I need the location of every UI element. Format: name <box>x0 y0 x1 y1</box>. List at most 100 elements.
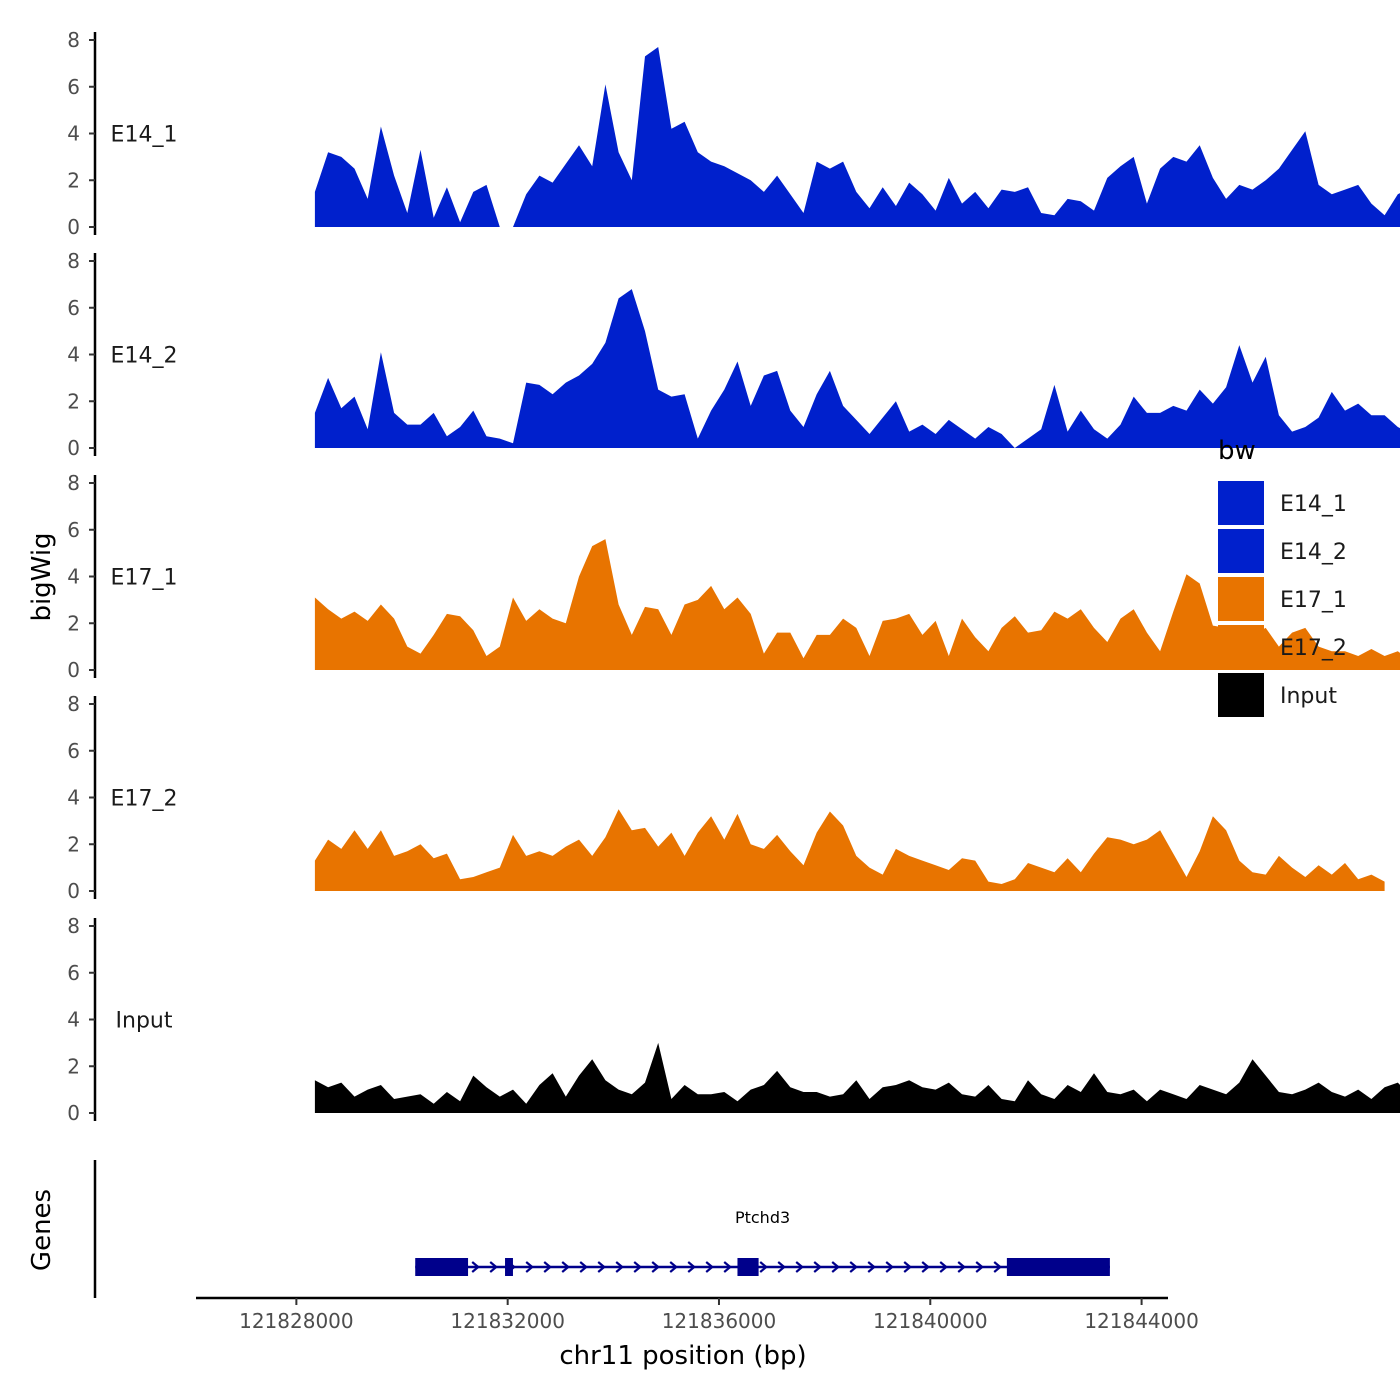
gene-name-label: Ptchd3 <box>735 1208 790 1227</box>
track-e14-2: 0 2 4 6 8 E14_2 <box>67 249 1400 460</box>
exon-block <box>1006 1258 1110 1276</box>
strand-arrow <box>651 1261 660 1273</box>
track-label: E17_2 <box>111 787 178 812</box>
strand-arrow <box>705 1261 714 1273</box>
coverage-area <box>314 1042 1400 1113</box>
legend-swatch <box>1218 625 1264 669</box>
y-tick-label: 6 <box>67 739 80 763</box>
strand-arrow <box>633 1261 642 1273</box>
y-tick-label: 8 <box>67 471 80 495</box>
strand-arrow <box>867 1261 876 1273</box>
y-tick-label: 8 <box>67 28 80 52</box>
strand-arrow <box>921 1261 930 1273</box>
legend-swatch <box>1218 481 1264 525</box>
legend-item-input: Input <box>1218 673 1337 717</box>
strand-arrow <box>597 1261 606 1273</box>
strand-arrow <box>885 1261 894 1273</box>
y-tick-label: 6 <box>67 518 80 542</box>
gene-ptchd3: Ptchd3 <box>415 1208 1110 1276</box>
x-axis-title: chr11 position (bp) <box>559 1341 806 1371</box>
track-e17-2: 0 2 4 6 8 E17_2 <box>67 692 1385 903</box>
strand-arrow <box>975 1261 984 1273</box>
legend-label: Input <box>1280 684 1337 709</box>
exon-block <box>505 1258 513 1276</box>
track-label: Input <box>116 1009 173 1034</box>
y-tick-label: 0 <box>67 879 80 903</box>
strand-arrow <box>615 1261 624 1273</box>
x-tick-label: 121832000 <box>450 1309 565 1333</box>
legend-swatch <box>1218 673 1264 717</box>
y-tick-label: 8 <box>67 914 80 938</box>
strand-arrow <box>687 1261 696 1273</box>
legend-title: bw <box>1218 436 1256 466</box>
y-tick-label: 2 <box>67 389 80 413</box>
y-tick-label: 2 <box>67 832 80 856</box>
track-label: E14_2 <box>111 344 178 369</box>
legend-label: E17_1 <box>1280 588 1347 613</box>
y-tick-label: 0 <box>67 658 80 682</box>
track-input: 0 2 4 6 8 Input <box>67 914 1400 1125</box>
y-tick-label: 4 <box>67 565 80 589</box>
coverage-area <box>314 289 1400 448</box>
legend-item-e14-1: E14_1 <box>1218 481 1347 525</box>
strand-arrow <box>543 1261 552 1273</box>
y-tick-label: 6 <box>67 961 80 985</box>
y-tick-label: 0 <box>67 436 80 460</box>
legend-swatch <box>1218 577 1264 621</box>
strand-arrow <box>939 1261 948 1273</box>
y-tick-label: 8 <box>67 692 80 716</box>
y-tick-label: 6 <box>67 75 80 99</box>
y-tick-label: 0 <box>67 215 80 239</box>
strand-arrow <box>561 1261 570 1273</box>
strand-arrow <box>669 1261 678 1273</box>
y-tick-label: 6 <box>67 296 80 320</box>
y-tick-label: 0 <box>67 1101 80 1125</box>
y-tick-label: 2 <box>67 168 80 192</box>
strand-arrow <box>471 1261 480 1273</box>
legend-swatch <box>1218 529 1264 573</box>
legend: bw E14_1 E14_2 E17_1 E17_2 Input <box>1218 436 1347 717</box>
x-axis: 121828000 121832000 121836000 121840000 1218… <box>196 1296 1199 1333</box>
strand-arrow <box>525 1261 534 1273</box>
legend-item-e17-1: E17_1 <box>1218 577 1347 621</box>
track-label: E17_1 <box>111 566 178 591</box>
strand-arrow <box>795 1261 804 1273</box>
x-tick-label: 121828000 <box>239 1309 354 1333</box>
legend-item-e17-2: E17_2 <box>1218 625 1347 669</box>
y-tick-label: 4 <box>67 1008 80 1032</box>
track-e14-1: 0 2 4 6 8 E14_1 <box>67 28 1400 239</box>
exon-block <box>415 1258 469 1276</box>
bigwig-tracks: 0 2 4 6 8 E14_1 0 2 4 6 8 E14_2 0 2 4 6 8 E17_1 0 2 4 6 8 E17_2… <box>67 28 1400 1125</box>
y-tick-label: 4 <box>67 786 80 810</box>
x-tick-label: 121844000 <box>1084 1309 1199 1333</box>
coverage-area <box>314 47 1400 227</box>
legend-label: E17_2 <box>1280 636 1347 661</box>
coverage-area <box>314 809 1385 891</box>
legend-label: E14_1 <box>1280 492 1347 517</box>
strand-arrow <box>777 1261 786 1273</box>
x-tick-label: 121840000 <box>873 1309 988 1333</box>
exon-block <box>737 1258 759 1276</box>
legend-item-e14-2: E14_2 <box>1218 529 1347 573</box>
gene-axis-title: Genes <box>27 1189 57 1271</box>
y-tick-label: 8 <box>67 249 80 273</box>
legend-label: E14_2 <box>1280 540 1347 565</box>
strand-arrow <box>579 1261 588 1273</box>
y-tick-label: 2 <box>67 1054 80 1078</box>
strand-arrow <box>903 1261 912 1273</box>
y-tick-label: 2 <box>67 611 80 635</box>
strand-arrow <box>993 1261 1002 1273</box>
strand-arrow <box>957 1261 966 1273</box>
strand-arrow <box>849 1261 858 1273</box>
coverage-area <box>314 539 1400 670</box>
strand-arrow <box>831 1261 840 1273</box>
strand-arrow <box>759 1261 768 1273</box>
y-tick-label: 4 <box>67 343 80 367</box>
strand-arrow <box>723 1261 732 1273</box>
x-tick-label: 121836000 <box>662 1309 777 1333</box>
y-axis-title: bigWig <box>27 532 57 621</box>
strand-arrow <box>813 1261 822 1273</box>
track-label: E14_1 <box>111 123 178 148</box>
track-e17-1: 0 2 4 6 8 E17_1 <box>67 471 1400 682</box>
